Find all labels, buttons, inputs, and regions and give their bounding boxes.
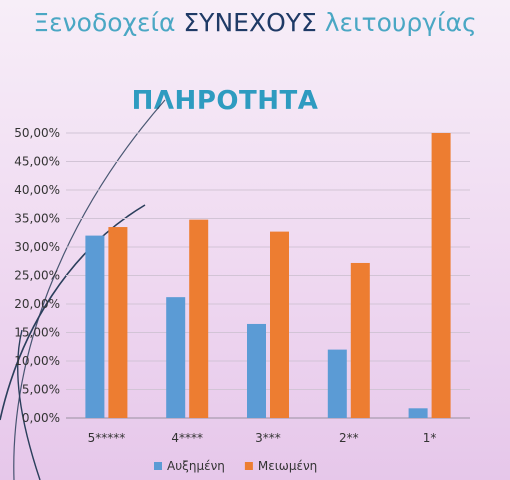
slide-title-part2: ΣΥΝΕΧΟΥΣ <box>183 8 317 37</box>
bar-decreased <box>270 231 289 418</box>
legend-label: Αυξημένη <box>167 459 225 473</box>
y-tick-label: 30,00% <box>14 240 60 254</box>
decor-curve-1 <box>0 204 146 421</box>
y-tick-label: 50,00% <box>14 126 60 140</box>
x-tick-label: 3*** <box>255 431 281 445</box>
bar-increased <box>166 297 186 418</box>
y-tick-label: 25,00% <box>14 269 60 283</box>
y-tick-label: 10,00% <box>14 354 60 368</box>
slide-title-part1: Ξενοδοχεία <box>33 8 184 37</box>
bar-decreased <box>431 133 451 418</box>
bar-increased <box>85 235 105 418</box>
x-tick-label: 4**** <box>171 431 203 445</box>
x-axis-labels: 5***** 4**** 3*** 2** 1* <box>88 431 437 445</box>
decorative-curves <box>0 99 166 480</box>
x-tick-label: 5***** <box>88 431 126 445</box>
legend-swatch <box>154 462 162 470</box>
chart-title: ΠΛΗΡΟΤΗΤΑ <box>131 86 319 116</box>
legend: Αυξημένη Μειωμένη <box>154 459 317 473</box>
bar-decreased <box>189 219 209 418</box>
bar-increased <box>247 323 266 418</box>
y-axis-labels: 0,00% 5,00% 10,00% 15,00% 20,00% 25,00% 30,00%… <box>14 126 60 425</box>
y-tick-label: 20,00% <box>14 297 60 311</box>
bar-decreased <box>350 262 370 418</box>
y-tick-label: 0,00% <box>22 411 60 425</box>
decor-curve-3 <box>17 329 41 480</box>
gridlines <box>66 132 470 419</box>
slide-title: Ξενοδοχεία ΣΥΝΕΧΟΥΣ λειτουργίας <box>0 8 510 37</box>
bars <box>85 133 451 418</box>
decor-curve-2 <box>13 99 166 480</box>
x-tick-label: 2** <box>339 431 359 445</box>
bar-decreased <box>108 227 128 418</box>
y-tick-label: 35,00% <box>14 212 60 226</box>
slide-title-part3: λειτουργίας <box>316 8 477 37</box>
y-tick-label: 5,00% <box>22 383 60 397</box>
legend-label: Μειωμένη <box>258 459 317 473</box>
bar-increased <box>408 408 428 418</box>
bar-increased <box>327 349 347 418</box>
legend-swatch <box>244 462 253 470</box>
y-tick-label: 40,00% <box>14 183 60 197</box>
y-tick-label: 45,00% <box>14 155 60 169</box>
y-tick-label: 15,00% <box>14 326 60 340</box>
x-tick-label: 1* <box>423 431 437 445</box>
